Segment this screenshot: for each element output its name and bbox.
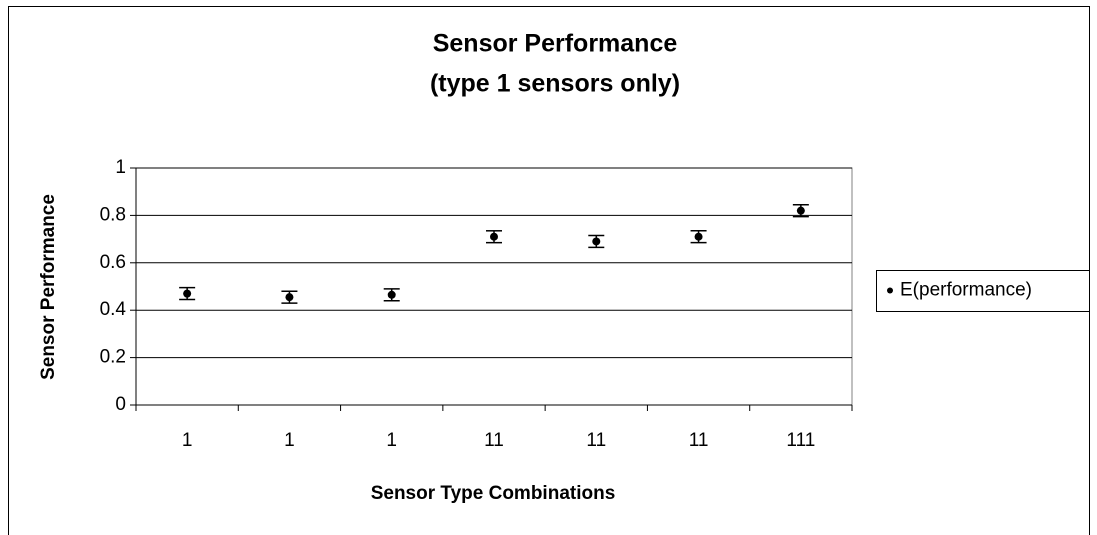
x-tick-label: 111: [786, 430, 815, 451]
data-point: [285, 293, 294, 302]
legend-marker: [887, 287, 893, 294]
data-point: [592, 237, 601, 246]
y-tick-label: 0.2: [100, 347, 126, 368]
data-point: [694, 232, 703, 241]
x-tick-label: 11: [689, 430, 709, 451]
x-tick-label: 1: [284, 430, 295, 451]
y-tick-label: 1: [115, 157, 126, 178]
data-point: [387, 290, 396, 299]
y-tick-label: 0.4: [100, 299, 127, 320]
data-point: [490, 232, 498, 241]
y-tick-label: 0.6: [100, 252, 126, 273]
y-axis-label: Sensor Performance: [38, 194, 59, 380]
x-axis-label: Sensor Type Combinations: [371, 483, 616, 504]
y-tick-label: 0.8: [100, 204, 126, 225]
chart-subtitle: (type 1 sensors only): [430, 70, 680, 98]
legend-text: E(performance): [900, 280, 1032, 301]
plot-area: [135, 167, 853, 406]
chart-title: Sensor Performance: [433, 30, 678, 58]
x-tick-label: 11: [586, 430, 606, 451]
x-tick-label: 11: [484, 430, 504, 451]
data-point: [183, 289, 192, 298]
x-tick-label: 1: [182, 430, 193, 451]
data-point: [796, 206, 805, 215]
legend-box: [876, 270, 1090, 312]
y-tick-label: 0: [115, 394, 126, 415]
x-tick-label: 1: [386, 430, 397, 451]
